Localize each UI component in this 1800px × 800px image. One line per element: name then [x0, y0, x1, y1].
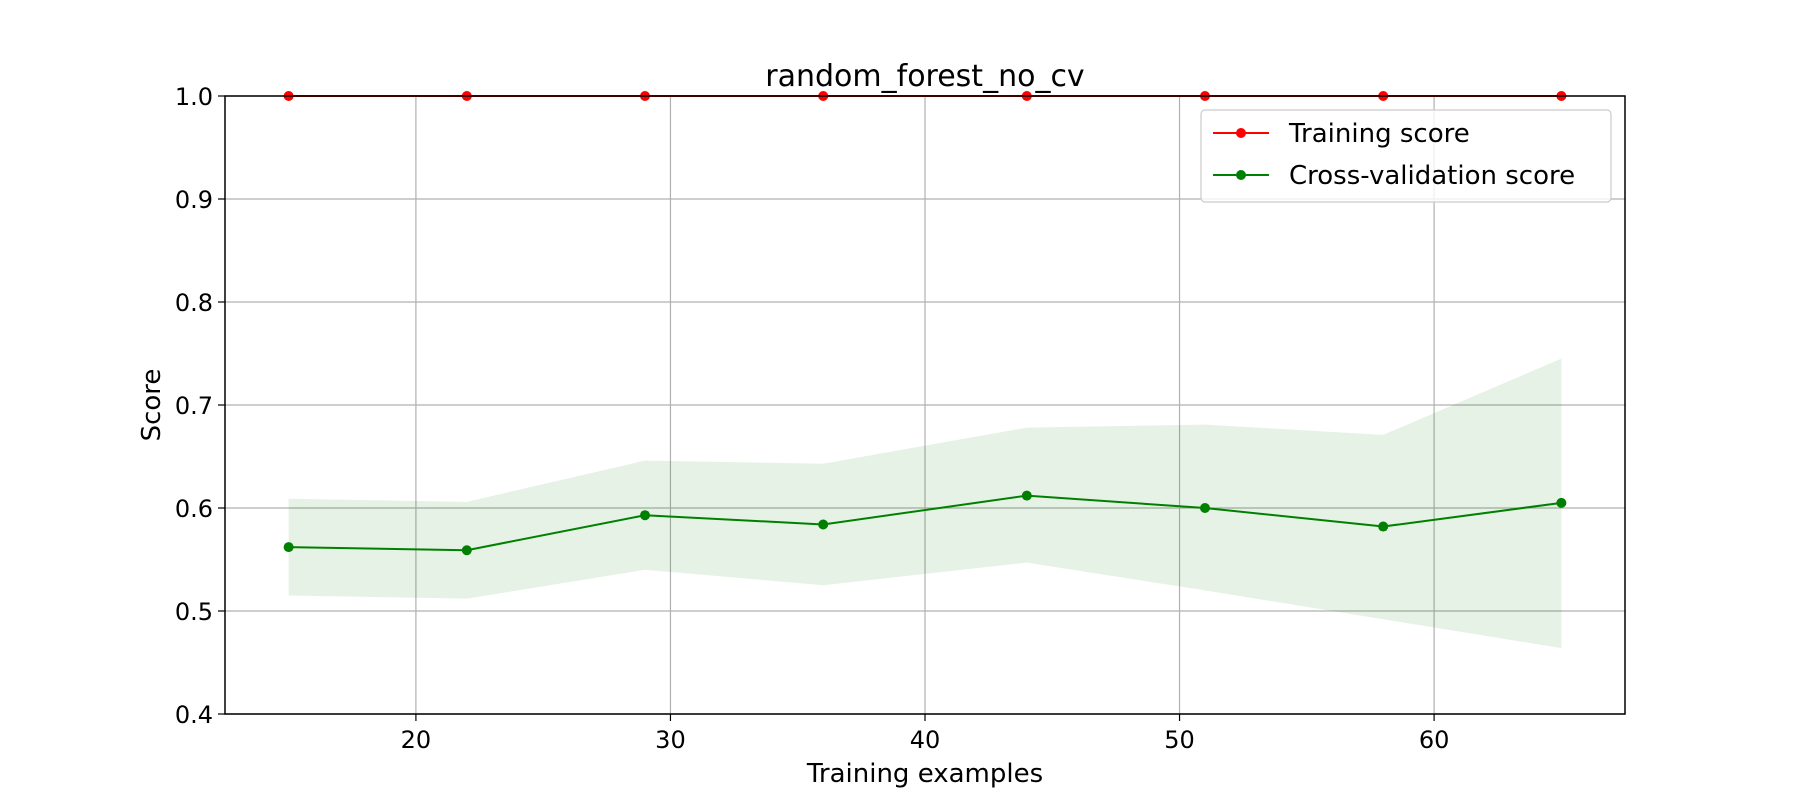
legend-marker: [1236, 170, 1246, 180]
axis-ticks: 20 30 40 50 60 0.4 0.5 0.6 0.7 0.8 0.9 1.0: [175, 83, 1450, 754]
y-tick-label: 1.0: [175, 83, 213, 111]
legend: Training score Cross-validation score: [1200, 109, 1612, 203]
x-tick-label: 60: [1419, 726, 1450, 754]
y-tick-label: 0.9: [175, 186, 213, 214]
y-tick-label: 0.4: [175, 701, 213, 729]
series-line: [288, 494, 1562, 552]
confidence-bands: [288, 358, 1562, 649]
series-point: [818, 519, 829, 530]
series-point: [461, 545, 472, 556]
chart-title: random_forest_no_cv: [765, 59, 1084, 94]
x-tick-label: 30: [655, 726, 686, 754]
legend-label: Training score: [1288, 119, 1470, 149]
legend-box: [1200, 109, 1612, 203]
y-tick-label: 0.8: [175, 289, 213, 317]
x-axis-label: Training examples: [806, 759, 1043, 789]
series-point: [1200, 503, 1210, 513]
y-tick-label: 0.5: [175, 598, 213, 626]
series-band: [288, 358, 1562, 649]
x-tick-label: 50: [1164, 726, 1195, 754]
series-point: [283, 542, 294, 553]
series-point: [640, 510, 650, 521]
x-tick-label: 20: [401, 726, 432, 754]
x-tick-label: 40: [910, 726, 941, 754]
series-point: [1021, 490, 1032, 501]
series-point: [1378, 521, 1389, 532]
legend-marker: [1236, 128, 1246, 138]
legend-label: Cross-validation score: [1289, 161, 1575, 191]
y-tick-label: 0.6: [175, 495, 213, 523]
y-tick-label: 0.7: [175, 392, 213, 420]
series-point: [1556, 497, 1567, 508]
y-axis-label: Score: [137, 369, 167, 442]
